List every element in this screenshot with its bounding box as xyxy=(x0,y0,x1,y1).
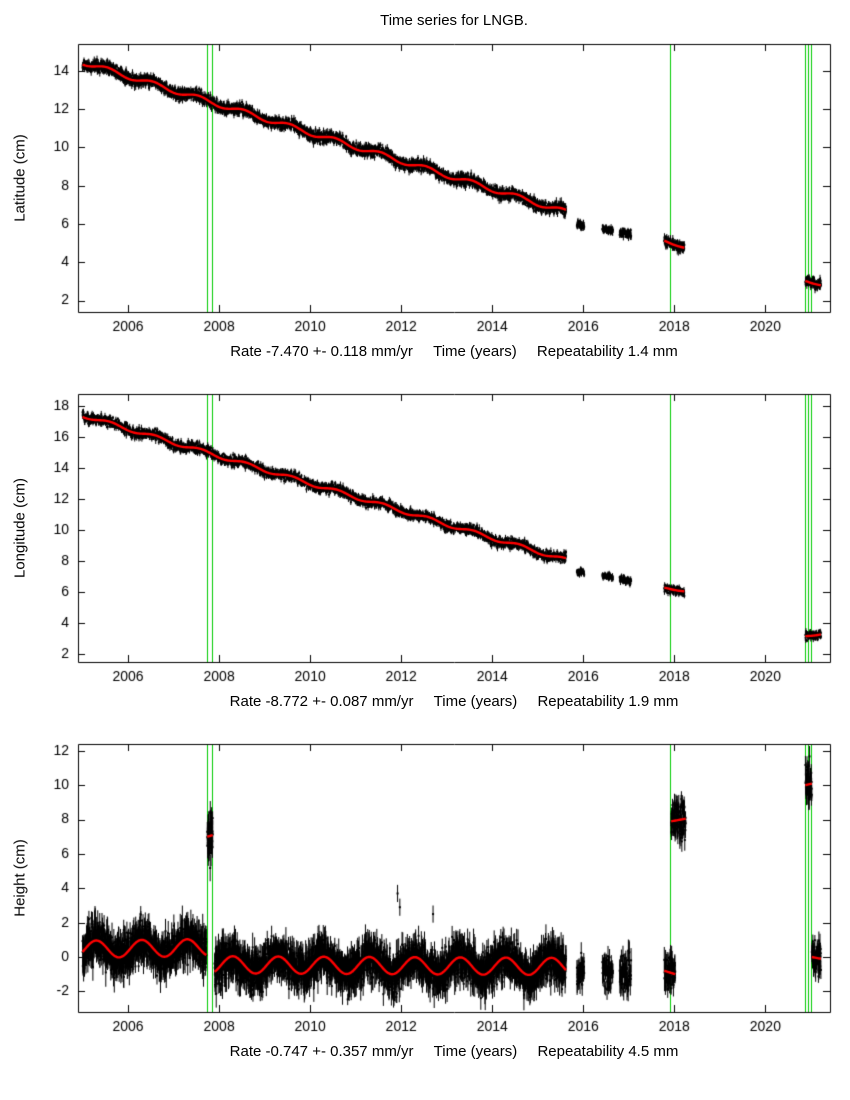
chart-title: Time series for LNGB. xyxy=(380,12,528,29)
latitude-panel: Latitude (cm) Rate -7.470 +- 0.118 mm/yr… xyxy=(0,40,850,366)
longitude-y-axis-label: Longitude (cm) xyxy=(11,477,29,579)
longitude-rate-text: Rate -8.772 +- 0.087 mm/yr xyxy=(229,693,414,710)
latitude-plot-canvas xyxy=(0,40,850,340)
height-y-axis-label: Height (cm) xyxy=(11,839,29,917)
height-plot-canvas xyxy=(0,740,850,1040)
longitude-x-axis-label: Rate -8.772 +- 0.087 mm/yr Time (years) … xyxy=(78,690,830,716)
height-panel: Height (cm) Rate -0.747 +- 0.357 mm/yr T… xyxy=(0,740,850,1066)
longitude-panel: Longitude (cm) Rate -8.772 +- 0.087 mm/y… xyxy=(0,390,850,716)
height-repeatability-text: Repeatability 4.5 mm xyxy=(537,1043,679,1060)
height-x-axis-label: Rate -0.747 +- 0.357 mm/yr Time (years) … xyxy=(78,1040,830,1066)
latitude-rate-text: Rate -7.470 +- 0.118 mm/yr xyxy=(230,343,413,360)
longitude-repeatability-text: Repeatability 1.9 mm xyxy=(537,693,679,710)
latitude-x-axis-label: Rate -7.470 +- 0.118 mm/yr Time (years) … xyxy=(78,340,830,366)
height-rate-text: Rate -0.747 +- 0.357 mm/yr xyxy=(229,1043,414,1060)
latitude-repeatability-text: Repeatability 1.4 mm xyxy=(536,343,678,360)
longitude-time-axis-text: Time (years) xyxy=(433,693,518,710)
latitude-y-axis-label: Latitude (cm) xyxy=(11,134,29,222)
height-time-axis-text: Time (years) xyxy=(433,1043,518,1060)
longitude-plot-canvas xyxy=(0,390,850,690)
latitude-time-axis-text: Time (years) xyxy=(433,343,517,360)
gps-timeseries-page: Time series for LNGB. Latitude (cm) Rate… xyxy=(0,12,850,1066)
